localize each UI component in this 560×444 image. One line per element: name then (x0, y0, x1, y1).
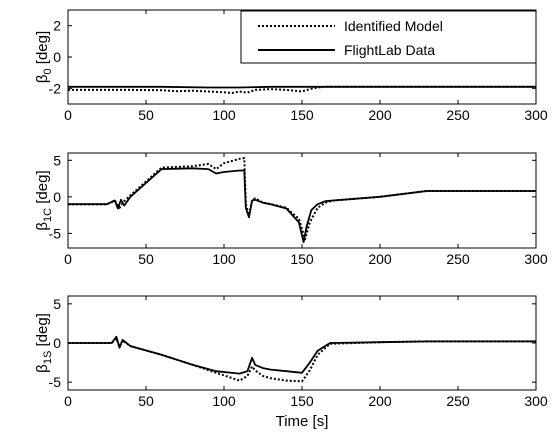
x-tick-label: 250 (446, 107, 470, 123)
series-line-identified-model (68, 85, 536, 94)
y-tick-label: 2 (53, 18, 61, 34)
axes-box (67, 295, 537, 391)
y-tick-label: -5 (49, 374, 62, 390)
x-tick-label: 150 (290, 251, 314, 267)
x-tick-label: 50 (138, 393, 154, 409)
legend-box (240, 10, 537, 64)
y-label-subscript: 1C (42, 208, 54, 222)
x-tick-label: 0 (64, 107, 72, 123)
y-label-symbol: β (34, 364, 51, 373)
y-tick-label: -2 (49, 80, 62, 96)
series-line-flightlab-data (68, 85, 536, 89)
x-tick-label: 100 (212, 107, 236, 123)
y-label-subscript: 0 (42, 68, 54, 74)
series-line-identified-model (68, 157, 536, 241)
y-label-subscript: 1S (42, 351, 54, 364)
series-line-flightlab-data (68, 167, 536, 244)
x-tick-label: 150 (290, 107, 314, 123)
y-label-symbol: β (34, 74, 51, 83)
y-tick-label: 0 (53, 335, 61, 351)
x-tick-label: 300 (524, 393, 548, 409)
y-axis-label: β1S [deg] (34, 313, 54, 373)
y-tick-label: -5 (49, 225, 62, 241)
x-tick-label: 100 (212, 393, 236, 409)
series-line-flightlab-data (68, 335, 536, 375)
x-tick-label: 300 (524, 251, 548, 267)
x-tick-label: 200 (368, 251, 392, 267)
y-label-unit: [deg] (34, 313, 51, 351)
x-tick-label: 200 (368, 107, 392, 123)
x-tick-label: 50 (138, 251, 154, 267)
y-tick-label: 0 (53, 49, 61, 65)
x-tick-label: 300 (524, 107, 548, 123)
y-tick-label: 0 (53, 189, 61, 205)
legend: Identified Model FlightLab Data (240, 10, 537, 64)
x-tick-label: 0 (64, 393, 72, 409)
y-tick-label: 5 (53, 296, 61, 312)
y-axis-label: β1C [deg] (34, 170, 54, 230)
x-tick-label: 250 (446, 393, 470, 409)
x-tick-label: 50 (138, 107, 154, 123)
x-tick-label: 250 (446, 251, 470, 267)
y-label-unit: [deg] (34, 170, 51, 208)
y-label-symbol: β (34, 222, 51, 231)
y-axis-label: β0 [deg] (34, 31, 54, 83)
x-tick-label: 100 (212, 251, 236, 267)
x-tick-label: 0 (64, 251, 72, 267)
y-label-unit: [deg] (34, 31, 51, 69)
x-axis-label: Time [s] (276, 413, 329, 430)
legend-label: FlightLab Data (344, 42, 435, 58)
x-tick-label: 150 (290, 393, 314, 409)
x-tick-label: 200 (368, 393, 392, 409)
legend-label: Identified Model (344, 18, 443, 34)
y-tick-label: 5 (53, 152, 61, 168)
